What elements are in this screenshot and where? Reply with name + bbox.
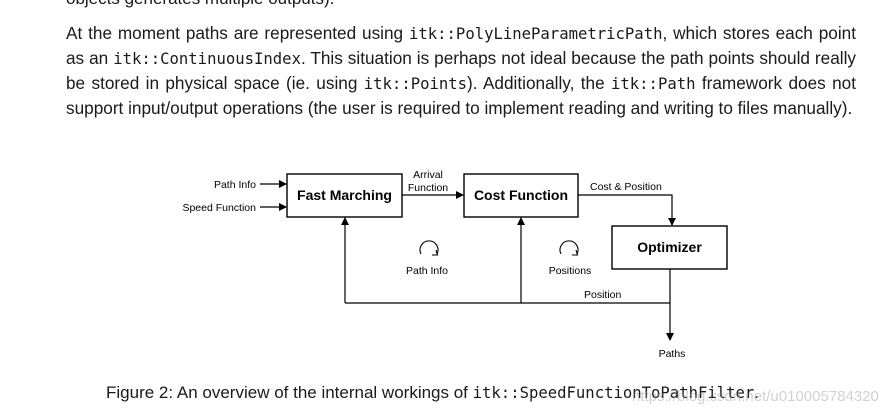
watermark-text: https://blog.csdn.net/u010005784320 [632,388,879,405]
cost-position-arrow [578,194,676,226]
positions-loop-icon [559,240,579,255]
code-continuous-index: itk::ContinuousIndex [113,50,301,68]
optimizer-box [611,225,728,270]
code-points: itk::Points [363,75,468,93]
paragraph-text-4: ). Additionally, the [467,73,611,93]
code-path: itk::Path [611,75,696,93]
code-polyline-parametric-path: itk::PolyLineParametricPath [408,25,663,43]
position-feedback-label: Position [584,289,622,301]
body-paragraph: At the moment paths are represented usin… [66,21,856,120]
paragraph-text-3: . This situation is perhaps not ideal be… [66,48,856,93]
paragraph-text-2: , which stores each point as an [66,23,856,68]
figure-caption: Figure 2: An overview of the internal wo… [106,382,866,404]
cost-function-label: Cost Function [474,187,568,203]
paths-output-label: Paths [659,348,686,360]
caption-prefix: Figure 2: An overview of the internal wo… [106,383,473,402]
caption-code: itk::SpeedFunctionToPathFilter [472,384,755,402]
path-info-loop-label: Path Info [406,265,448,277]
paragraph-text-5: framework does not support input/output … [66,73,856,118]
clipped-previous-line: objects generates multiple outputs). [66,0,856,8]
optimizer-label: Optimizer [637,239,702,255]
function-label: Function [408,182,448,194]
path-info-input-label: Path Info [214,179,256,191]
speed-function-input-label: Speed Function [182,202,256,214]
path-info-loop-icon [419,240,439,255]
paragraph-text-1: At the moment paths are represented usin… [66,23,409,43]
fast-marching-label: Fast Marching [297,187,392,203]
cost-position-label: Cost & Position [590,181,662,193]
positions-loop-label: Positions [549,265,592,277]
caption-suffix: . [754,383,760,402]
arrival-label: Arrival [413,169,443,181]
